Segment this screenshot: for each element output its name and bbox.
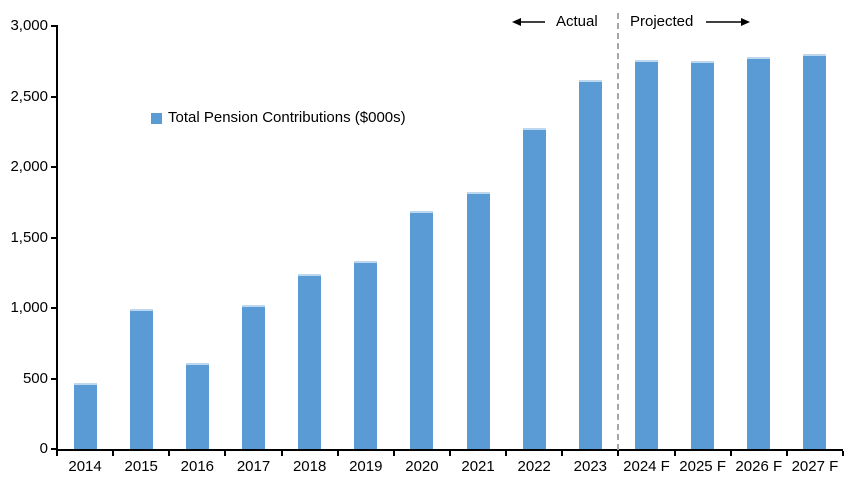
x-axis-tick <box>280 451 283 456</box>
x-axis-tick <box>785 451 788 456</box>
y-axis-tick-label: 3,000 <box>10 17 48 34</box>
bar <box>578 79 602 449</box>
y-axis-tick <box>51 25 57 27</box>
x-axis-tick-label: 2023 <box>573 458 608 475</box>
x-axis-tick-label: 2018 <box>292 458 327 475</box>
x-axis-line <box>56 449 843 451</box>
bar <box>354 261 378 449</box>
actual-left-arrow-icon <box>512 18 545 26</box>
bar <box>242 305 265 449</box>
y-axis-tick <box>51 236 57 239</box>
x-axis-tick <box>449 451 451 456</box>
legend: Total Pension Contributions ($000s) <box>151 109 406 126</box>
x-axis-tick <box>505 451 508 456</box>
bar <box>73 382 97 449</box>
bar <box>803 54 827 449</box>
actual-label: Actual <box>556 13 598 30</box>
y-axis-tick <box>51 377 57 380</box>
y-axis-tick-label: 2,000 <box>10 158 48 175</box>
x-axis-tick <box>673 451 676 456</box>
bar <box>747 57 771 449</box>
bar <box>466 192 490 449</box>
x-axis-tick-label: 2025 F <box>679 458 726 475</box>
y-axis-tick-label: 0 <box>39 440 48 457</box>
x-axis-tick <box>168 451 171 456</box>
bar <box>691 61 715 449</box>
bar <box>410 210 434 449</box>
y-axis-tick-label: 1,500 <box>10 228 48 246</box>
y-axis-tick <box>51 307 57 309</box>
x-axis-tick-label: 2016 <box>180 458 215 475</box>
y-axis-tick <box>51 448 57 450</box>
bar <box>522 127 546 449</box>
x-axis-tick <box>392 451 395 456</box>
y-axis-tick-label: 500 <box>22 369 48 387</box>
bar <box>129 309 153 449</box>
x-axis-tick-label: 2026 F <box>735 458 783 475</box>
x-axis-tick <box>56 451 58 456</box>
actual-projected-divider <box>617 13 620 450</box>
x-axis-tick-label: 2027 F <box>791 458 839 475</box>
projected-label: Projected <box>630 13 694 30</box>
x-axis-tick <box>561 451 564 456</box>
x-axis-tick-label: 2020 <box>405 458 439 475</box>
legend-marker-icon <box>151 112 162 124</box>
x-axis-tick <box>617 451 620 456</box>
x-axis-tick-label: 2015 <box>124 458 158 475</box>
projected-right-arrow-icon <box>706 18 750 26</box>
x-axis-tick-label: 2017 <box>236 458 271 475</box>
y-axis-tick <box>51 166 57 168</box>
y-axis-tick <box>51 95 57 98</box>
x-axis-tick-label: 2022 <box>517 458 551 475</box>
x-axis-tick-label: 2014 <box>68 458 102 475</box>
x-axis-tick <box>842 451 844 456</box>
bar <box>185 362 209 449</box>
x-axis-tick-label: 2019 <box>349 458 383 475</box>
x-axis-tick <box>112 451 115 456</box>
y-axis-tick-label: 2,500 <box>10 87 48 105</box>
x-axis-tick <box>336 451 339 456</box>
legend-label: Total Pension Contributions ($000s) <box>168 109 406 126</box>
x-axis-tick <box>729 451 732 456</box>
y-axis-tick-label: 1,000 <box>10 299 48 316</box>
bar <box>298 274 322 449</box>
x-axis-tick-label: 2024 F <box>623 458 670 475</box>
x-axis-tick <box>224 451 227 456</box>
y-axis-line <box>56 25 58 451</box>
bar <box>635 59 658 449</box>
x-axis-tick-label: 2021 <box>461 458 495 475</box>
